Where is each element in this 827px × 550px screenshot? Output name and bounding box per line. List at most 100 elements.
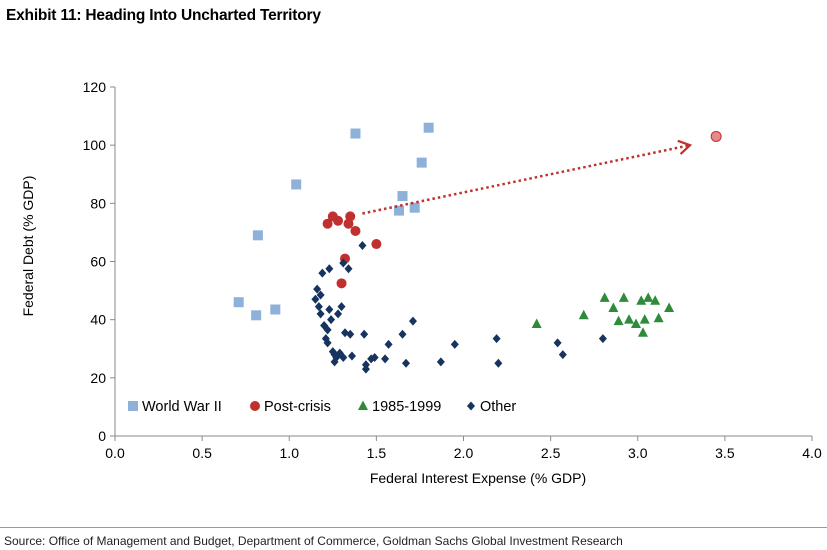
x-tick-label: 2.5 xyxy=(541,445,561,461)
point-1985-1999 xyxy=(631,318,642,329)
point-world-war-ii xyxy=(397,191,408,202)
point-other xyxy=(408,316,417,326)
x-tick-label: 1.5 xyxy=(367,445,387,461)
point-1985-1999 xyxy=(636,295,647,305)
point-other xyxy=(346,329,355,339)
point-other xyxy=(323,338,332,348)
projection-arrowhead xyxy=(677,139,693,155)
point-1985-1999 xyxy=(653,312,664,323)
point-other xyxy=(370,352,379,362)
legend-marker xyxy=(467,401,475,411)
point-post-crisis xyxy=(350,225,361,236)
point-1985-1999 xyxy=(613,315,624,326)
point-other xyxy=(337,302,346,312)
point-other xyxy=(360,329,369,339)
legend-label: 1985-1999 xyxy=(372,399,441,415)
point-world-war-ii xyxy=(394,205,405,216)
y-tick-label: 60 xyxy=(90,254,106,270)
point-other xyxy=(327,315,336,325)
point-post-crisis xyxy=(371,239,382,250)
y-tick-label: 20 xyxy=(90,370,106,386)
point-1985-1999 xyxy=(650,295,661,305)
x-tick-label: 4.0 xyxy=(802,445,822,461)
legend-label: Post-crisis xyxy=(264,399,331,415)
point-other xyxy=(398,329,407,339)
point-1985-1999 xyxy=(637,327,648,337)
point-1985-1999 xyxy=(578,309,589,320)
point-other xyxy=(436,357,445,367)
point-post-crisis xyxy=(336,278,347,289)
point-other xyxy=(323,325,332,335)
projection-line xyxy=(362,143,691,215)
axes: 0.0 0.5 1.0 1.5 2.0 2.5 3.0 3.5 4.0 0 20 40 60 80 100 1… xyxy=(83,79,822,461)
legend-label: World War II xyxy=(142,399,222,415)
point-1985-1999 xyxy=(643,292,654,302)
projected-point xyxy=(710,130,722,142)
point-post-crisis xyxy=(333,215,344,226)
projection-arrow xyxy=(362,130,722,215)
source-divider xyxy=(0,527,827,528)
point-other xyxy=(553,338,562,348)
point-other xyxy=(494,358,503,368)
y-tick-label: 80 xyxy=(90,195,106,211)
point-1985-1999 xyxy=(608,302,619,313)
x-tick-label: 3.5 xyxy=(715,445,735,461)
point-other xyxy=(314,302,323,312)
y-tick-label: 120 xyxy=(83,79,107,95)
point-other xyxy=(334,309,343,319)
scatter-chart: 0.0 0.5 1.0 1.5 2.0 2.5 3.0 3.5 4.0 0 20 40 60 80 100 1… xyxy=(20,79,822,486)
point-other xyxy=(339,352,348,362)
point-other xyxy=(384,339,393,349)
point-post-crisis xyxy=(322,218,333,229)
point-world-war-ii xyxy=(350,128,361,139)
point-1985-1999 xyxy=(624,314,635,324)
point-other xyxy=(316,290,325,300)
exhibit-title: Exhibit 11: Heading Into Uncharted Terri… xyxy=(6,7,321,24)
x-tick-label: 2.0 xyxy=(454,445,474,461)
point-other xyxy=(361,364,370,374)
point-world-war-ii xyxy=(291,179,302,190)
point-other xyxy=(358,241,367,251)
data-points xyxy=(233,122,675,374)
point-post-crisis xyxy=(345,211,356,222)
point-other xyxy=(492,334,501,344)
point-1985-1999 xyxy=(639,314,650,324)
point-other xyxy=(401,358,410,368)
legend-label: Other xyxy=(480,399,516,415)
x-tick-label: 1.0 xyxy=(280,445,300,461)
x-tick-label: 3.0 xyxy=(628,445,648,461)
point-other xyxy=(347,351,356,361)
point-other xyxy=(344,264,353,274)
point-other xyxy=(316,309,325,319)
point-other xyxy=(325,304,334,314)
legend-marker xyxy=(358,400,368,410)
point-1985-1999 xyxy=(664,302,675,313)
x-tick-label: 0.0 xyxy=(105,445,125,461)
y-tick-label: 100 xyxy=(83,137,107,153)
y-axis-label: Federal Debt (% GDP) xyxy=(20,176,36,317)
source-note: Source: Office of Management and Budget,… xyxy=(4,534,623,548)
point-1985-1999 xyxy=(599,292,610,302)
y-tick-label: 40 xyxy=(90,312,106,328)
point-other xyxy=(558,350,567,360)
legend-marker xyxy=(128,401,138,411)
point-1985-1999 xyxy=(531,318,542,329)
point-world-war-ii xyxy=(416,157,427,168)
point-world-war-ii xyxy=(423,122,434,133)
point-1985-1999 xyxy=(618,292,629,302)
point-other xyxy=(381,354,390,364)
point-world-war-ii xyxy=(409,202,420,213)
legend-marker xyxy=(250,401,260,411)
point-world-war-ii xyxy=(233,297,244,308)
y-tick-label: 0 xyxy=(98,428,106,444)
point-world-war-ii xyxy=(252,230,263,241)
point-other xyxy=(450,339,459,349)
point-other xyxy=(313,284,322,294)
point-other xyxy=(318,268,327,278)
legend: World War II Post-crisis 1985-1999 Other xyxy=(128,399,516,415)
x-tick-label: 0.5 xyxy=(192,445,212,461)
point-world-war-ii xyxy=(270,304,281,315)
point-other xyxy=(598,334,607,344)
point-other xyxy=(325,264,334,274)
point-world-war-ii xyxy=(251,310,262,321)
